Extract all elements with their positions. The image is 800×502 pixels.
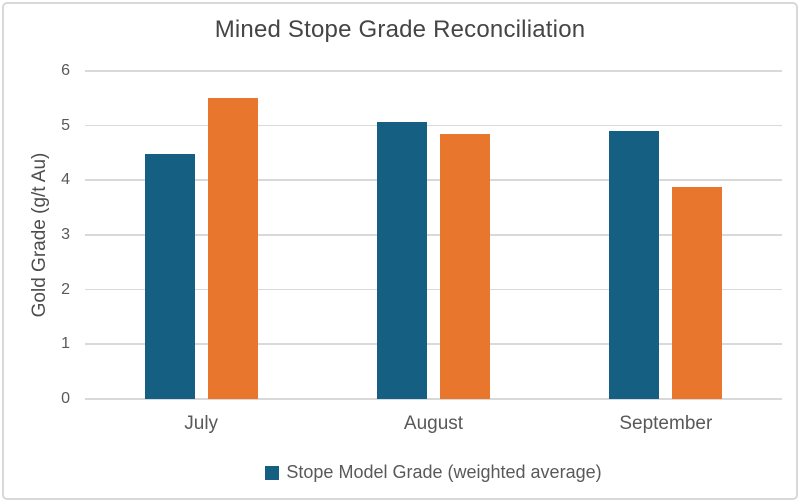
gridline bbox=[85, 179, 782, 181]
legend: Stope Model Grade (weighted average) bbox=[85, 462, 782, 483]
bar-july-series2 bbox=[207, 98, 258, 399]
y-tick-label: 1 bbox=[61, 335, 70, 353]
gridline bbox=[85, 70, 782, 72]
bar-september-series2 bbox=[672, 186, 723, 399]
y-tick-label: 5 bbox=[61, 116, 70, 134]
plot-area bbox=[85, 70, 782, 400]
legend-swatch bbox=[265, 465, 280, 480]
x-category-label: August bbox=[403, 413, 464, 434]
y-tick-label: 2 bbox=[61, 280, 70, 298]
bar-august-series1 bbox=[377, 122, 427, 399]
gridline bbox=[85, 288, 782, 291]
bar-july-series1 bbox=[144, 154, 195, 399]
gridline bbox=[85, 124, 782, 127]
chart-title: Mined Stope Grade Reconciliation bbox=[214, 16, 586, 43]
x-category-label: September bbox=[619, 413, 713, 434]
gridline bbox=[85, 343, 782, 345]
y-tick-label: 3 bbox=[61, 226, 70, 243]
y-tick-label: 4 bbox=[61, 171, 70, 189]
x-axis-labels: July August September bbox=[85, 413, 782, 435]
legend-label: Stope Model Grade (weighted average) bbox=[286, 462, 602, 482]
gridline bbox=[85, 398, 782, 400]
x-category-label: July bbox=[184, 413, 219, 434]
gridline bbox=[85, 234, 782, 236]
y-tick-label: 6 bbox=[61, 62, 70, 79]
legend-item: Stope Model Grade (weighted average) bbox=[265, 462, 602, 483]
y-tick-label: 0 bbox=[61, 390, 70, 407]
bar-august-series2 bbox=[440, 133, 490, 399]
bar-september-series1 bbox=[609, 130, 660, 399]
